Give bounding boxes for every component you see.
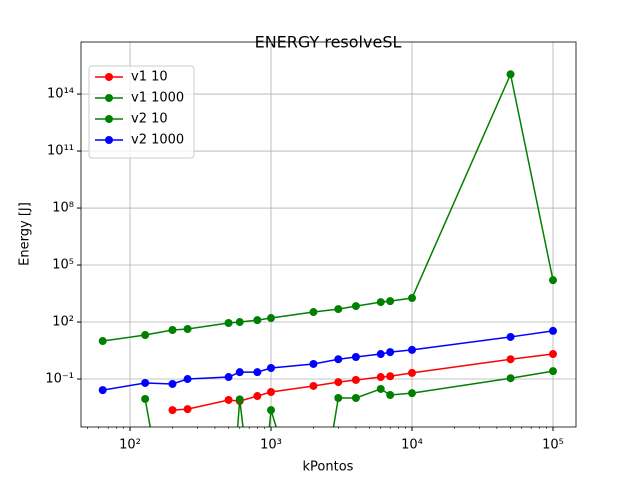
data-point (334, 394, 343, 403)
data-point (334, 355, 343, 364)
data-point (408, 345, 417, 354)
data-point (506, 332, 515, 341)
data-point (253, 392, 262, 401)
legend: v1 10 v1 1000 v2 10 v2 1000 (88, 65, 195, 159)
x-axis-label: kPontos (303, 460, 354, 475)
data-point (376, 350, 385, 359)
data-point (235, 368, 244, 377)
legend-marker (105, 73, 113, 81)
data-point (267, 314, 276, 323)
data-point (386, 391, 395, 400)
data-point (351, 394, 360, 403)
data-point (235, 395, 244, 404)
data-point (267, 364, 276, 373)
y-tick-label: 10⁸ (52, 201, 74, 216)
legend-label: v1 10 (131, 70, 168, 85)
series-line (102, 330, 554, 391)
data-point (98, 337, 107, 346)
legend-marker (105, 94, 113, 102)
y-tick-label: 10¹¹ (47, 144, 74, 159)
data-point (408, 294, 417, 303)
data-point (98, 386, 107, 395)
data-point (253, 368, 262, 377)
legend-label: v2 1000 (131, 133, 184, 148)
data-point (334, 378, 343, 387)
legend-marker (105, 136, 113, 144)
y-tick-label: 10⁻¹ (45, 372, 74, 387)
data-point (386, 348, 395, 357)
data-point (376, 384, 385, 393)
data-point (351, 353, 360, 362)
data-point (141, 331, 150, 340)
data-point (548, 276, 557, 285)
data-point (224, 395, 233, 404)
data-point (376, 298, 385, 307)
x-tick-label: 10⁵ (542, 438, 564, 453)
x-tick-label: 10³ (260, 438, 282, 453)
data-point (267, 388, 276, 397)
data-point (235, 318, 244, 327)
data-point (309, 308, 318, 317)
y-tick-label: 10² (52, 315, 74, 330)
data-point (386, 372, 395, 381)
y-tick-label: 10⁵ (52, 258, 74, 273)
data-point (183, 375, 192, 384)
legend-label: v1 1000 (131, 91, 184, 106)
legend-box (88, 65, 195, 159)
data-point (408, 389, 417, 398)
x-tick-label: 10² (119, 438, 141, 453)
legend-marker (105, 115, 113, 123)
data-point (548, 326, 557, 335)
series-line (102, 71, 554, 342)
data-point (548, 350, 557, 359)
y-tick-label: 10¹⁴ (47, 87, 74, 102)
y-axis-label: Energy [J] (18, 202, 33, 266)
data-point (141, 378, 150, 387)
data-point (506, 374, 515, 383)
axes-frame (80, 41, 577, 428)
data-point (351, 302, 360, 311)
data-point (253, 316, 262, 325)
data-point (183, 324, 192, 333)
data-point (408, 368, 417, 377)
data-point (168, 406, 177, 415)
data-point (309, 359, 318, 368)
data-point (183, 405, 192, 414)
x-tick-label: 10⁴ (401, 438, 423, 453)
data-point (376, 373, 385, 382)
data-point (506, 355, 515, 364)
data-point (309, 381, 318, 390)
data-point (506, 70, 515, 79)
data-point (351, 375, 360, 384)
data-point (141, 394, 150, 403)
data-point (168, 379, 177, 388)
data-point (224, 318, 233, 327)
data-point (224, 373, 233, 382)
data-point (267, 406, 276, 415)
data-point (168, 326, 177, 335)
data-point (334, 305, 343, 314)
series-line (144, 370, 554, 427)
data-point (548, 367, 557, 376)
plot-area (98, 70, 557, 427)
data-point (386, 297, 395, 306)
legend-label: v2 10 (131, 112, 168, 127)
